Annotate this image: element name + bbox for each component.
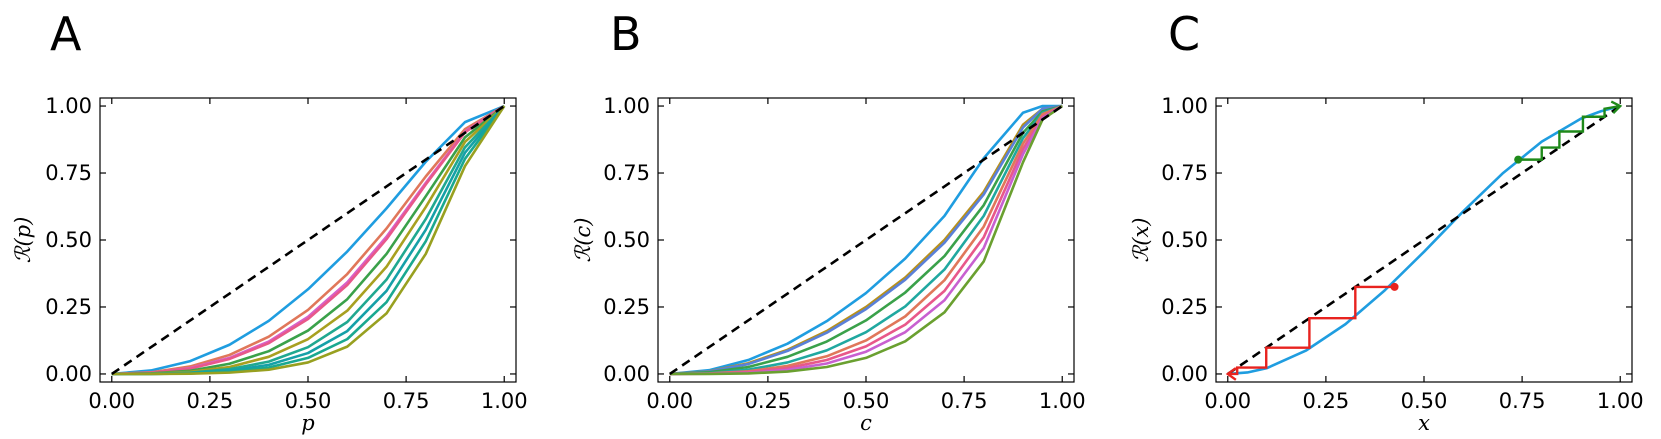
panel-b-x-tick-label: 0.00 (646, 389, 693, 413)
panel-c-cobweb-start-point (1390, 282, 1399, 291)
panel-c-x-axis-label: x (1418, 411, 1430, 435)
panel-c-cobweb-arrow (1225, 367, 1237, 381)
panel-a-y-tick-label: 0.00 (45, 362, 92, 386)
panel-a-y-tick-label: 0.50 (45, 228, 92, 252)
panel-a-x-tick-label: 0.75 (383, 389, 430, 413)
panel-letter-b: B (610, 7, 642, 61)
panel-c-y-tick-label: 0.00 (1161, 362, 1208, 386)
panel-c-x-tick-label: 1.00 (1597, 389, 1644, 413)
panel-b-y-axis-label: ℛ(c) (571, 218, 595, 263)
panel-b-series-line (669, 104, 1063, 376)
panel-b-y-tick-label: 0.25 (603, 295, 650, 319)
panel-a-x-tick-label: 0.25 (187, 389, 234, 413)
panel-a-series-line (111, 105, 506, 376)
panel-c-y-tick-label: 1.00 (1161, 94, 1208, 118)
panel-b-x-tick-label: 0.50 (843, 389, 890, 413)
panel-c-y-tick-label: 0.25 (1161, 295, 1208, 319)
panel-a-x-tick-label: 1.00 (481, 389, 528, 413)
panel-a-series-line (111, 104, 505, 376)
panel-b-identity-line (669, 104, 1063, 376)
panel-c-cobweb-start-point (1514, 155, 1523, 164)
panel-c-x-tick-label: 0.75 (1499, 389, 1546, 413)
panel-a-identity-line (111, 104, 505, 376)
panel-a-y-axis-label: ℛ(p) (11, 217, 35, 264)
panel-b-y-tick-label: 1.00 (603, 94, 650, 118)
panel-b-series-line (669, 104, 1063, 376)
panel-c-cobweb-arrow (1610, 100, 1623, 115)
panel-b-x-tick-label: 1.00 (1039, 389, 1086, 413)
panel-c-y-axis-label: ℛ(x) (1129, 218, 1153, 263)
panel-c-x-tick-label: 0.25 (1303, 389, 1350, 413)
panel-b-series-line (669, 104, 1063, 376)
panel-c-x-tick-label: 0.50 (1401, 389, 1448, 413)
panel-a-x-tick-label: 0.00 (88, 389, 135, 413)
panel-b-series-line (669, 104, 1063, 376)
panel-letter-c: C (1168, 7, 1200, 61)
panel-a-y-tick-label: 1.00 (45, 94, 92, 118)
panel-c: C 0.00 0.25 0.50 0.75 1.00 0.00 0.25 0.50 0.75 1.… (1129, 7, 1644, 435)
panel-a-x-tick-label: 0.50 (285, 389, 332, 413)
panel-b-axes-frame (657, 97, 1075, 383)
panel-a-y-tick-label: 0.75 (45, 161, 92, 185)
panel-b-y-tick-label: 0.50 (603, 228, 650, 252)
panel-c-identity-line (1227, 104, 1621, 376)
panel-c-cobweb-path (1518, 104, 1621, 161)
panel-c-cobweb-path (1227, 285, 1395, 376)
panel-letter-a: A (50, 7, 82, 61)
panel-b: B 0.00 0.25 0.50 0.75 1.00 0.00 0.25 0.50 0.75 1.… (571, 7, 1086, 435)
panel-a: A 0.00 0.25 0.50 0.75 1.00 0.00 0.25 0.50 0.75 1.… (11, 7, 528, 435)
panel-b-x-axis-label: c (860, 411, 872, 435)
panel-b-y-tick-label: 0.75 (603, 161, 650, 185)
panel-b-series-line (669, 104, 1063, 376)
panel-c-y-tick-label: 0.75 (1161, 161, 1208, 185)
panel-b-x-tick-label: 0.25 (745, 389, 792, 413)
panel-a-series-line (111, 104, 505, 376)
panel-b-y-tick-label: 0.00 (603, 362, 650, 386)
panel-a-y-tick-label: 0.25 (45, 295, 92, 319)
panel-a-x-axis-label: p (301, 411, 314, 435)
panel-c-axes-frame (1215, 97, 1633, 383)
panel-c-x-tick-label: 0.00 (1204, 389, 1251, 413)
panel-b-x-tick-label: 0.75 (941, 389, 988, 413)
panel-c-y-tick-label: 0.50 (1161, 228, 1208, 252)
panel-a-axes-frame (99, 97, 517, 383)
